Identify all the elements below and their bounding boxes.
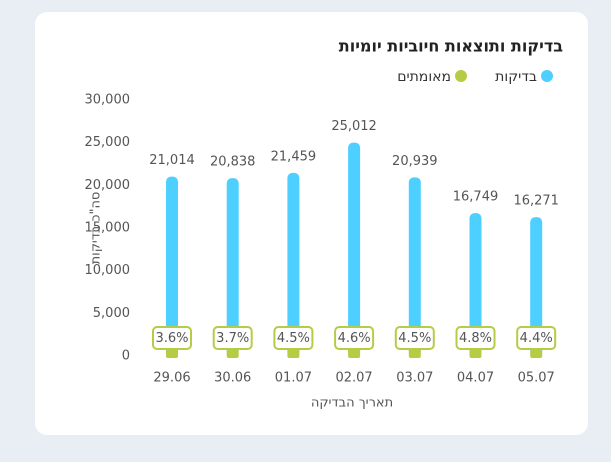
y-tick-label: 30,000: [85, 93, 131, 108]
bar: [166, 349, 178, 358]
data-label: 20,939: [392, 154, 438, 169]
y-tick-label: 15,000: [85, 221, 131, 236]
legend-label: מאומתים: [397, 69, 451, 85]
x-tick-label: 03.07: [396, 371, 433, 386]
rate-box: [394, 326, 435, 350]
legend-dot: [455, 70, 467, 82]
rate-box: [455, 326, 496, 350]
legend-label: בדיקות: [495, 69, 537, 85]
rate-box: [152, 326, 192, 350]
x-tick-label: 29.06: [153, 371, 190, 386]
rate-label: 4.5%: [277, 331, 310, 346]
legend-dot: [541, 70, 553, 82]
rate-box: [516, 326, 557, 350]
bar: [348, 142, 361, 356]
bar: [287, 347, 300, 358]
bar: [287, 172, 300, 356]
x-axis-title: תאריך הבדיקה: [311, 396, 393, 411]
x-tick-label: 02.07: [335, 371, 372, 386]
bar: [226, 349, 239, 358]
y-tick-label: 25,000: [85, 135, 131, 150]
x-tick-label: 04.07: [457, 371, 494, 386]
y-tick-label: 10,000: [85, 263, 131, 278]
data-label: 25,012: [331, 119, 377, 134]
bar: [469, 349, 482, 358]
data-label: 16,271: [513, 194, 559, 209]
data-label: 21,014: [149, 153, 195, 168]
bar: [530, 349, 543, 358]
x-tick-label: 05.07: [518, 371, 555, 386]
bar: [226, 178, 239, 356]
bar: [408, 347, 421, 358]
data-label: 21,459: [271, 149, 317, 164]
y-tick-label: 0: [122, 349, 130, 364]
data-label: 16,749: [453, 190, 499, 205]
rate-box: [212, 326, 253, 350]
bar: [408, 177, 421, 356]
rate-label: 3.6%: [155, 331, 188, 346]
rate-label: 4.4%: [520, 331, 553, 346]
y-axis-title: סה"כ בדיקות: [89, 192, 104, 265]
rate-label: 4.6%: [338, 331, 371, 346]
data-label: 20,838: [210, 155, 256, 170]
bar: [469, 213, 482, 356]
chart-title: בדיקות ותוצאות חיוביות יומיות: [339, 37, 563, 56]
bar: [530, 217, 543, 356]
y-tick-label: 20,000: [85, 178, 131, 193]
bar: [166, 176, 178, 356]
rate-label: 4.5%: [398, 331, 431, 346]
x-tick-label: 01.07: [275, 371, 312, 386]
y-tick-label: 5,000: [93, 306, 130, 321]
rate-box: [334, 326, 375, 350]
x-tick-label: 30.06: [214, 371, 251, 386]
rate-box: [273, 326, 314, 350]
rate-label: 3.7%: [216, 331, 249, 346]
rate-label: 4.8%: [459, 331, 492, 346]
